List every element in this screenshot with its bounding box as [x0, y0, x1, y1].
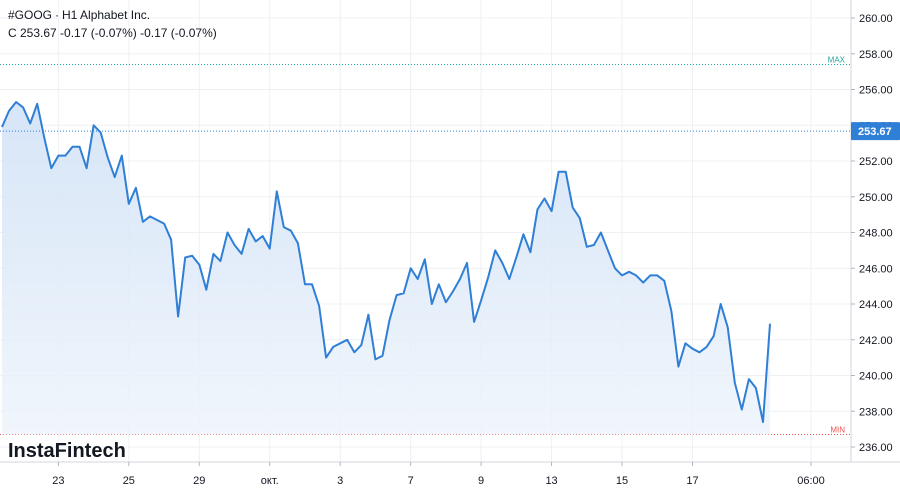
price-tick-label: 250.00 [859, 192, 893, 204]
legend-separator: · [55, 8, 60, 22]
time-tick-label: 17 [686, 475, 698, 487]
instafintech-logo: InstaFintech [8, 440, 126, 462]
price-tick-label: 240.00 [859, 371, 893, 383]
price-tick-label: 258.00 [859, 49, 893, 61]
time-tick-label: 7 [408, 475, 414, 487]
price-tick-label: 256.00 [859, 85, 893, 97]
price-axis[interactable]: 236.00 238.00 240.00 242.00 244.00 246.00 248.… [851, 13, 893, 454]
price-tick-label: 236.00 [859, 442, 893, 454]
chart-legend: #GOOG · H1 Alphabet Inc. C 253.67 -0.17 (-… [8, 6, 217, 42]
time-tick-label: окт. [261, 475, 279, 487]
price-tick-label: 252.00 [859, 156, 893, 168]
time-tick-label: 06:00 [797, 475, 825, 487]
price-area [2, 102, 770, 435]
time-tick-label: 15 [616, 475, 628, 487]
time-axis[interactable]: 23 25 29 окт. 3 7 9 13 15 17 06:00 [52, 462, 825, 487]
legend-title-row: #GOOG · H1 Alphabet Inc. [8, 6, 217, 24]
time-tick-label: 29 [193, 475, 205, 487]
time-tick-label: 23 [52, 475, 64, 487]
max-label: MAX [828, 55, 846, 64]
time-tick-label: 9 [478, 475, 484, 487]
current-price-badge: 253.67 [851, 122, 900, 141]
price-tick-label: 238.00 [859, 406, 893, 418]
price-line [1, 101, 771, 423]
min-label: MIN [830, 425, 845, 434]
time-tick-label: 13 [545, 475, 557, 487]
legend-ohlc: C 253.67 -0.17 (-0.07%) -0.17 (-0.07%) [8, 26, 217, 40]
price-tick-label: 244.00 [859, 299, 893, 311]
price-tick-label: 242.00 [859, 335, 893, 347]
time-tick-label: 25 [123, 475, 135, 487]
legend-symbol: #GOOG [8, 8, 53, 22]
time-tick-label: 3 [337, 475, 343, 487]
price-tick-label: 248.00 [859, 228, 893, 240]
price-tick-label: 246.00 [859, 263, 893, 275]
price-tick-label: 260.00 [859, 13, 893, 25]
current-price-badge-bg [851, 122, 900, 141]
legend-name: Alphabet Inc. [80, 8, 151, 22]
legend-timeframe: H1 [62, 8, 78, 22]
current-price-badge-label: 253.67 [858, 126, 892, 138]
